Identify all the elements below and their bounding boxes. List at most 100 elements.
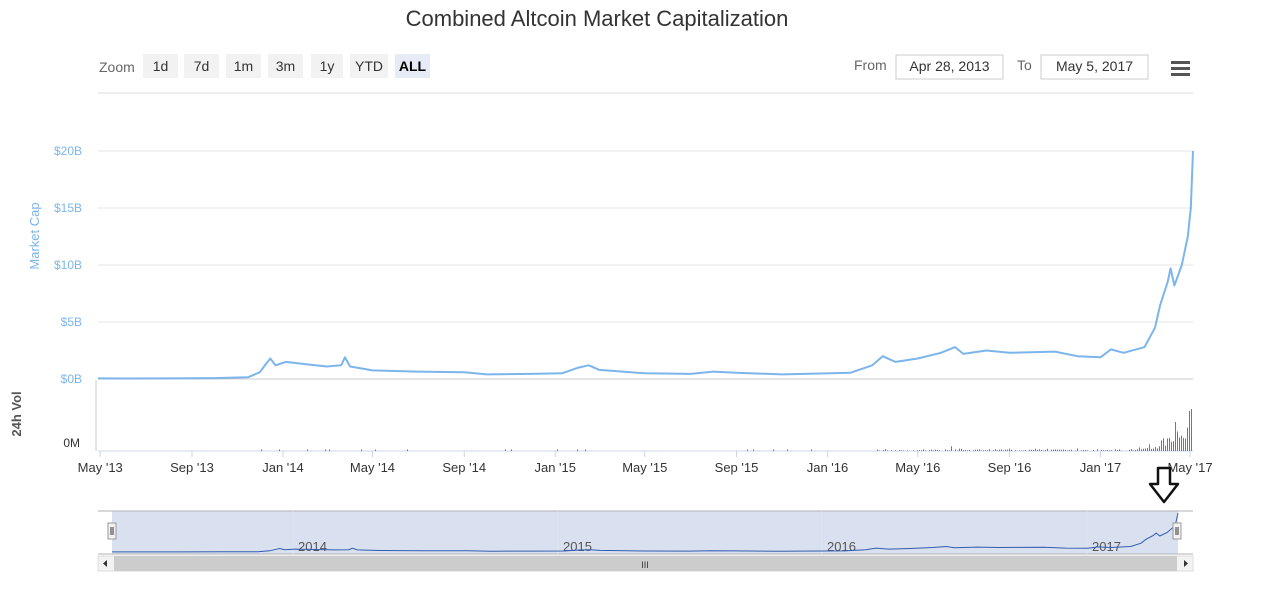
volume-bar — [957, 450, 958, 451]
y-axis-title: Market Cap — [27, 202, 42, 269]
scrollbar-thumb[interactable] — [114, 556, 1177, 571]
volume-bar — [1045, 449, 1046, 451]
volume-bar — [1171, 441, 1172, 451]
hamburger-icon[interactable] — [1168, 56, 1194, 80]
volume-bar — [989, 449, 990, 451]
navigator-handle-right[interactable] — [1172, 522, 1182, 540]
zoom-button-3m[interactable]: 3m — [268, 54, 303, 78]
annotation-arrow-icon — [1148, 466, 1180, 504]
navigator-handle-left[interactable] — [107, 522, 117, 540]
zoom-button-label[interactable]: YTD — [355, 58, 383, 74]
zoom-button-label[interactable]: 1d — [153, 58, 169, 74]
scrollbar-grip[interactable]: III — [641, 560, 649, 570]
scrollbar-right-arrow-icon[interactable] — [1184, 560, 1188, 567]
volume-bar — [1033, 449, 1034, 451]
hamburger-icon-bar — [1171, 61, 1190, 64]
volume-bar — [1183, 437, 1184, 451]
volume-bar — [1173, 441, 1174, 451]
volume-bar — [1179, 437, 1180, 451]
volume-bar — [983, 450, 984, 451]
to-date-box[interactable] — [1040, 54, 1149, 80]
volume-bar — [1105, 450, 1106, 451]
volume-bar — [1071, 449, 1072, 451]
volume-bar — [933, 450, 934, 451]
y-axis-ticks: $0B $5B $10B $15B $20B 0M — [54, 144, 82, 450]
volume-bar — [1103, 450, 1104, 451]
zoom-button-label[interactable]: ALL — [399, 58, 427, 74]
zoom-button-bg[interactable] — [184, 54, 219, 78]
zoom-button-label[interactable]: 1m — [234, 58, 253, 74]
volume-bar — [1009, 448, 1010, 451]
volume-bar — [1047, 448, 1048, 451]
volume-bar — [511, 449, 512, 451]
volume-bar — [1015, 450, 1016, 451]
volume-bar — [945, 449, 946, 451]
volume-bar — [975, 449, 976, 451]
volume-bar — [925, 450, 926, 451]
y-tick-label: $15B — [54, 201, 82, 215]
volume-bar — [923, 449, 924, 451]
grid-lines — [95, 150, 1193, 452]
x-tick-label: Sep '15 — [715, 460, 759, 475]
zoom-button-all[interactable]: ALL — [395, 54, 430, 78]
volume-bar — [1007, 449, 1008, 451]
volume-bar — [1161, 440, 1162, 451]
zoom-button-label[interactable]: 3m — [276, 58, 295, 74]
scrollbar-left-arrow-icon[interactable] — [103, 560, 107, 567]
to-label: To — [1017, 57, 1032, 73]
volume-bar — [361, 449, 362, 451]
from-date-value[interactable]: Apr 28, 2013 — [909, 58, 989, 74]
volume-bar — [1097, 449, 1098, 451]
from-date-box[interactable] — [895, 54, 1004, 80]
volume-bar — [1043, 450, 1044, 451]
volume-bar — [1129, 449, 1130, 451]
volume-bar — [329, 449, 330, 451]
volume-bar — [877, 449, 878, 451]
zoom-button-bg[interactable] — [395, 54, 430, 78]
volume-bar — [753, 449, 754, 451]
zoom-button-bg[interactable] — [226, 54, 261, 78]
zoom-button-bg[interactable] — [268, 54, 303, 78]
zoom-button-bg[interactable] — [350, 54, 388, 78]
zoom-button-bg[interactable] — [143, 54, 178, 78]
volume-bar — [965, 449, 966, 451]
zoom-button-7d[interactable]: 7d — [184, 54, 219, 78]
volume-bar — [1159, 446, 1160, 451]
volume-bar — [977, 449, 978, 451]
navigator-selected-range[interactable] — [112, 511, 1178, 554]
volume-bar — [959, 448, 960, 451]
zoom-button-1m[interactable]: 1m — [226, 54, 261, 78]
from-date-input[interactable]: Apr 28, 2013 — [895, 54, 1004, 80]
to-date-input[interactable]: May 5, 2017 — [1040, 54, 1149, 80]
volume-bar — [917, 450, 918, 451]
volume-bar — [1143, 448, 1144, 451]
zoom-label: Zoom — [99, 59, 135, 75]
volume-bar — [901, 450, 902, 451]
zoom-button-label[interactable]: 7d — [194, 58, 210, 74]
volume-bar — [1131, 449, 1132, 451]
to-date-value[interactable]: May 5, 2017 — [1056, 58, 1133, 74]
volume-bar — [921, 450, 922, 451]
volume-bar — [577, 449, 578, 451]
volume-bar — [981, 450, 982, 451]
volume-bar — [1021, 450, 1022, 451]
volume-bar — [1025, 450, 1026, 451]
zoom-button-1d[interactable]: 1d — [143, 54, 178, 78]
navigator[interactable]: 2014 2015 2016 2017 III — [97, 510, 1194, 572]
volume-bar — [1069, 450, 1070, 451]
volume-bar — [1077, 448, 1078, 451]
volume-bar — [1067, 450, 1068, 451]
x-tick-label: Jan '16 — [807, 460, 849, 475]
volume-bar — [1189, 411, 1190, 451]
zoom-button-ytd[interactable]: YTD — [350, 54, 388, 78]
volume-bar — [951, 446, 952, 451]
volume-bar — [1181, 435, 1182, 451]
volume-bar — [903, 450, 904, 451]
zoom-button-1y[interactable]: 1y — [311, 54, 343, 78]
x-tick-label: Jan '14 — [262, 460, 304, 475]
volume-bar — [1115, 449, 1116, 451]
x-tick-label: Sep '13 — [170, 460, 214, 475]
zoom-button-bg[interactable] — [311, 54, 343, 78]
zoom-button-label[interactable]: 1y — [320, 58, 335, 74]
